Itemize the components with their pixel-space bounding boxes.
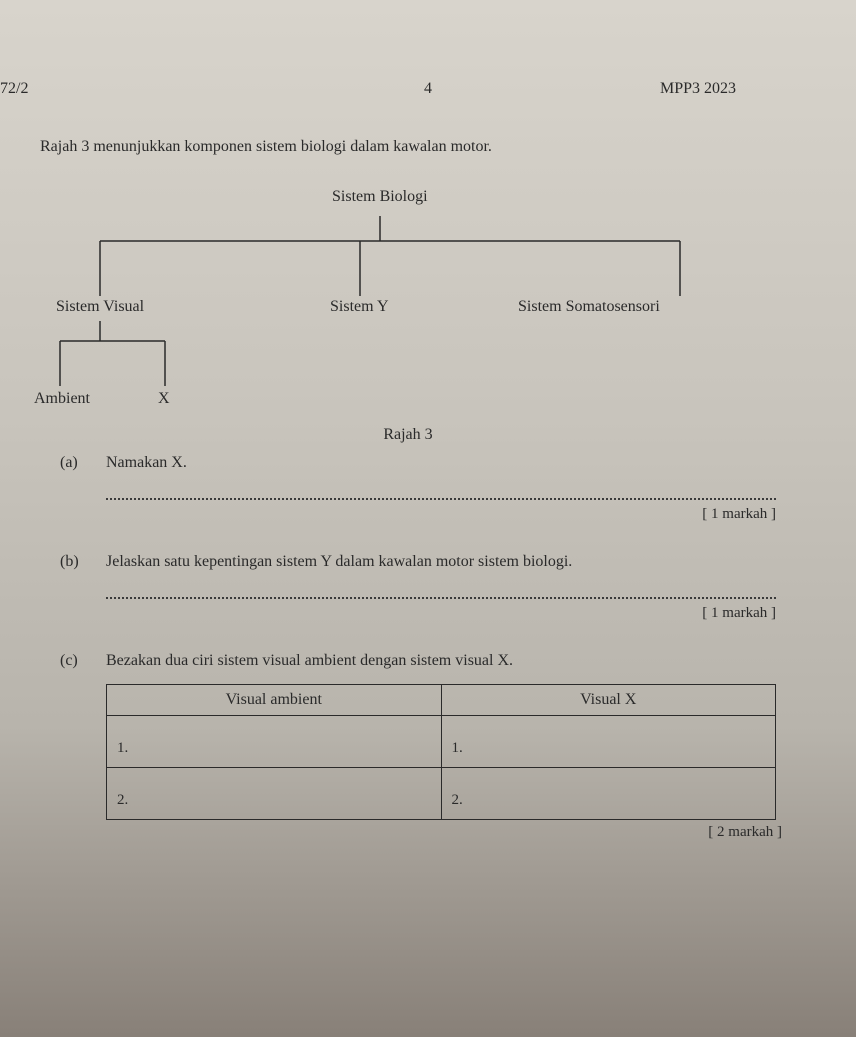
question-a-marks: [ 1 markah ] (60, 506, 776, 523)
exam-code: MPP3 2023 (660, 80, 736, 98)
question-c-text: Bezakan dua ciri sistem visual ambient d… (106, 652, 776, 670)
question-c-marks: [ 2 markah ] (106, 824, 782, 841)
answer-line (106, 597, 776, 599)
cell-2-1: 2. (107, 768, 441, 809)
question-a-text: Namakan X. (106, 454, 776, 472)
question-c: (c) Bezakan dua ciri sistem visual ambie… (60, 652, 776, 841)
question-b: (b) Jelaskan satu kepentingan sistem Y d… (60, 553, 776, 622)
header-left: 72/2 (0, 80, 28, 98)
diagram-root: Sistem Biologi (332, 188, 428, 206)
question-b-text: Jelaskan satu kepentingan sistem Y dalam… (106, 553, 776, 571)
page-number: 4 (424, 80, 432, 98)
table-header-1: Visual ambient (107, 685, 442, 716)
comparison-table: Visual ambient Visual X 1. 1. 2. 2. (106, 684, 776, 820)
diagram-child2: Sistem Y (330, 298, 389, 316)
diagram-lines (40, 186, 780, 416)
table-row: 1. 1. (107, 716, 776, 768)
page-header: 72/2 4 MPP3 2023 (0, 80, 816, 98)
cell-1-1: 1. (107, 716, 441, 757)
question-b-letter: (b) (60, 553, 88, 571)
tree-diagram: Sistem Biologi Sistem Visual Sistem Y Si… (40, 186, 776, 416)
diagram-child3: Sistem Somatosensori (518, 298, 660, 316)
cell-2-2: 2. (442, 768, 776, 809)
cell-1-2: 1. (442, 716, 776, 757)
intro-text: Rajah 3 menunjukkan komponen sistem biol… (40, 138, 816, 156)
answer-line (106, 498, 776, 500)
diagram-caption: Rajah 3 (0, 426, 816, 444)
table-row: 2. 2. (107, 768, 776, 820)
question-b-marks: [ 1 markah ] (60, 605, 776, 622)
diagram-child1: Sistem Visual (56, 298, 144, 316)
question-c-letter: (c) (60, 652, 88, 670)
diagram-leaf1: Ambient (34, 390, 90, 408)
diagram-leaf2: X (158, 390, 170, 408)
question-a-letter: (a) (60, 454, 88, 472)
table-header-2: Visual X (441, 685, 776, 716)
question-a: (a) Namakan X. [ 1 markah ] (60, 454, 776, 523)
